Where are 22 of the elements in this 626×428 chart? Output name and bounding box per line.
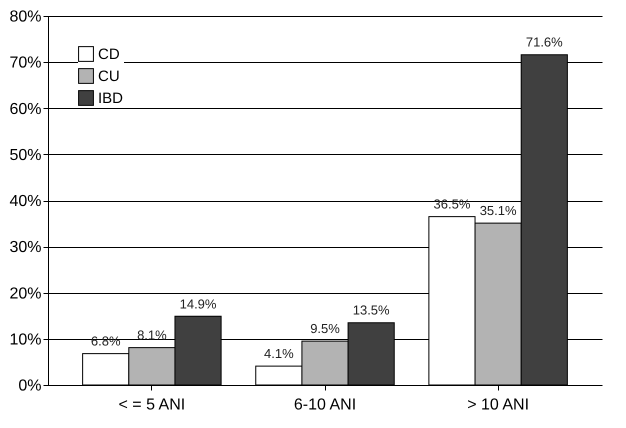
x-tick-label: < = 5 ANI — [118, 396, 186, 414]
data-label: 35.1% — [480, 203, 517, 218]
y-tick-label: 40% — [9, 193, 42, 210]
y-tick-label: 20% — [9, 285, 42, 302]
data-label: 8.1% — [137, 328, 168, 343]
y-tick-label: 30% — [9, 239, 42, 256]
y-tick-label: 0% — [18, 378, 42, 394]
legend-label: IBD — [98, 90, 124, 107]
y-tick-label: 70% — [9, 54, 42, 72]
data-label: 13.5% — [352, 302, 390, 318]
y-tick-label: 50% — [9, 146, 42, 164]
x-tick-label: > 10 ANI — [467, 396, 530, 414]
y-tick-label: 10% — [9, 331, 42, 348]
legend-label: CU — [98, 68, 120, 85]
data-label: 9.5% — [310, 321, 340, 336]
y-tick-label: 80% — [9, 8, 42, 26]
y-tick-label: 60% — [9, 100, 42, 118]
data-label: 71.6% — [526, 34, 564, 50]
x-tick-label: 6-10 ANI — [294, 396, 356, 414]
data-label: 4.1% — [264, 346, 294, 362]
data-label: 14.9% — [180, 296, 217, 312]
legend-label: CD — [98, 46, 120, 63]
